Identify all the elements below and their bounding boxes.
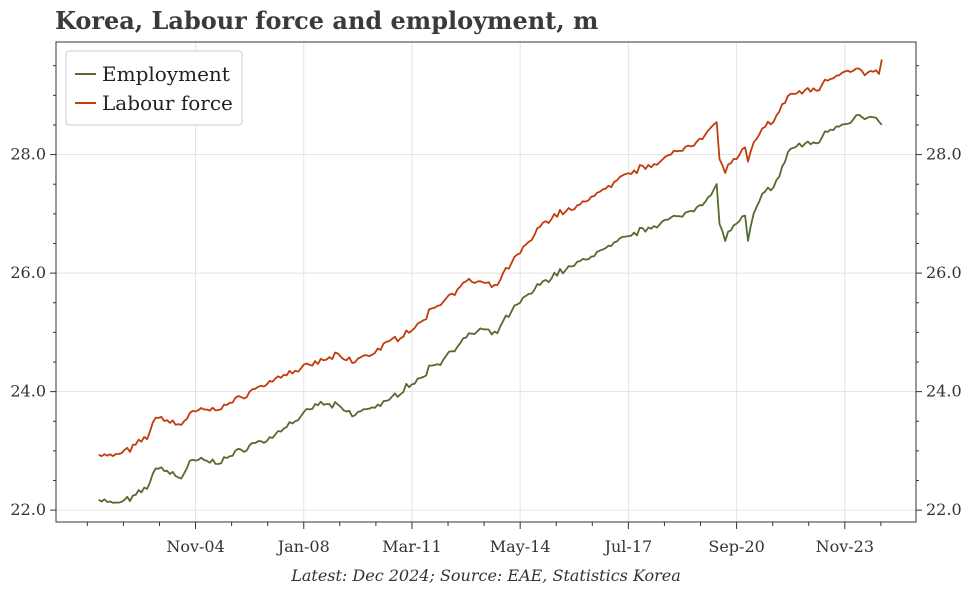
plot-frame — [55, 41, 917, 523]
legend-box — [65, 50, 243, 126]
y-tick-label-left: 28.0 — [10, 145, 46, 164]
source-note: Latest: Dec 2024; Source: EAE, Statistic… — [291, 566, 681, 585]
y-tick-label-right: 28.0 — [926, 145, 962, 164]
grid — [56, 42, 916, 522]
x-tick-label: Jul-17 — [603, 537, 653, 556]
y-tick-label-right: 26.0 — [926, 263, 962, 282]
x-tick-label: Jan-08 — [276, 537, 330, 556]
legend-label: Employment — [102, 62, 230, 86]
x-tick-label: Nov-23 — [816, 537, 874, 556]
axis-ticks: 22.0 22.0 24.0 24.0 26.0 26.0 28.0 28.0 Nov-04 Ja… — [10, 65, 962, 556]
x-tick-label: Mar-11 — [382, 537, 441, 556]
x-tick-label: May-14 — [490, 537, 551, 556]
series-group — [98, 59, 883, 504]
x-tick-label: Sep-20 — [708, 537, 764, 556]
y-tick-label-right: 22.0 — [926, 500, 962, 519]
y-tick-label-right: 24.0 — [926, 382, 962, 401]
y-tick-label-left: 24.0 — [10, 382, 46, 401]
legend-label: Labour force — [102, 91, 233, 115]
y-tick-label-left: 22.0 — [10, 500, 46, 519]
y-tick-label-left: 26.0 — [10, 263, 46, 282]
x-tick-label: Nov-04 — [166, 537, 224, 556]
chart-title: Korea, Labour force and employment, m — [55, 6, 599, 35]
series-line-labour-force — [98, 59, 883, 458]
legend: Employment Labour force — [65, 50, 243, 126]
series-line-employment — [98, 114, 883, 504]
